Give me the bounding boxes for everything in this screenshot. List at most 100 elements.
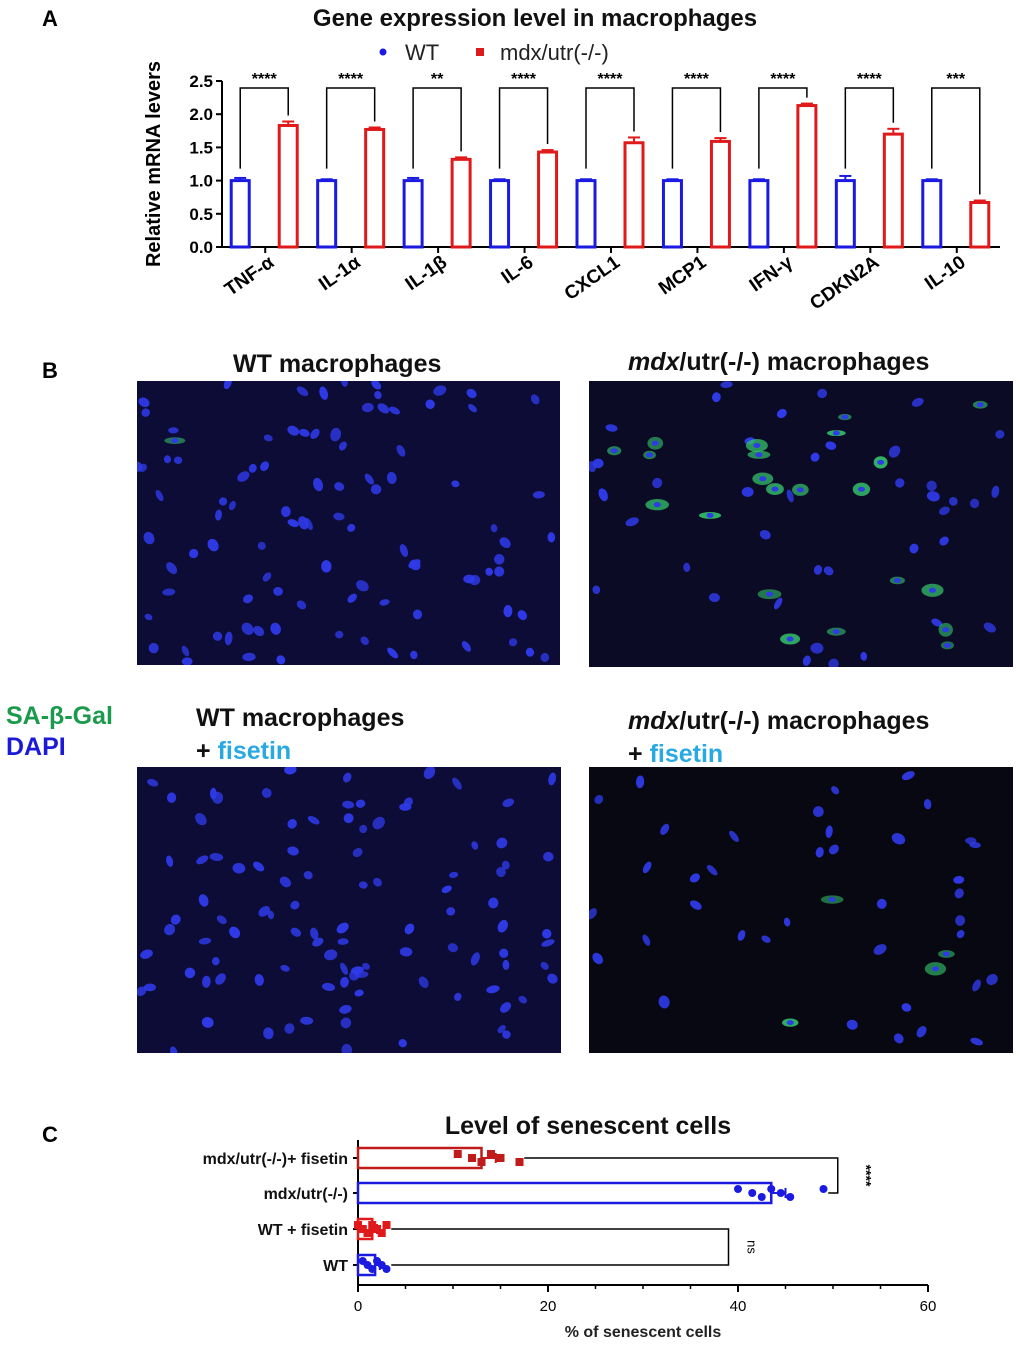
micrograph-mdx-fisetin — [589, 767, 1013, 1053]
nucleus — [923, 798, 932, 810]
nucleus — [741, 487, 754, 497]
nucleus — [983, 622, 996, 633]
nucleus — [410, 650, 418, 660]
significance-bracket — [844, 87, 895, 169]
nucleus — [209, 853, 224, 862]
nucleus — [497, 919, 508, 933]
significance-label: **** — [511, 71, 537, 88]
micrograph-background — [589, 381, 1013, 667]
data-point — [377, 1229, 386, 1237]
nucleus — [888, 445, 901, 458]
x-tick-label: MCP1 — [655, 252, 711, 300]
nucleus — [307, 815, 320, 825]
nucleus — [846, 1019, 858, 1030]
nucleus — [928, 587, 936, 593]
nucleus — [454, 992, 462, 1001]
nucleus — [287, 846, 299, 856]
nucleus — [660, 823, 670, 835]
nucleus — [374, 390, 382, 400]
nucleus — [218, 497, 228, 506]
nucleus — [163, 455, 172, 464]
nucleus — [911, 397, 924, 407]
panel-letter-c: C — [42, 1122, 58, 1147]
nucleus — [148, 642, 159, 654]
nucleus — [598, 488, 608, 502]
nucleus — [299, 428, 310, 437]
nucleus — [496, 866, 506, 878]
nucleus — [372, 816, 385, 830]
nucleus — [548, 772, 557, 786]
nucleus — [347, 523, 356, 532]
bar-wt — [834, 179, 856, 249]
nucleus — [362, 962, 370, 970]
micrograph-wt — [137, 381, 560, 665]
nucleus — [841, 414, 849, 420]
nucleus — [949, 496, 958, 506]
significance-bracket — [758, 87, 808, 169]
nucleus — [212, 631, 223, 641]
nucleus — [470, 952, 480, 966]
nucleus — [658, 995, 670, 1009]
nucleus — [995, 430, 1005, 439]
data-point — [453, 1150, 462, 1158]
nucleus — [901, 1003, 912, 1012]
nucleus — [449, 871, 459, 879]
nucleus — [343, 813, 354, 824]
micrograph-svg — [589, 767, 1013, 1053]
nucleus — [468, 403, 478, 413]
nucleus — [817, 388, 828, 399]
nucleus — [860, 651, 868, 661]
nucleus — [759, 476, 767, 482]
bar — [356, 1181, 773, 1205]
nucleus — [334, 482, 345, 491]
bar-mdx — [450, 157, 472, 249]
nucleus — [155, 489, 164, 502]
nucleus — [815, 847, 824, 858]
nucleus — [263, 1027, 274, 1040]
nucleus — [976, 402, 984, 408]
plus-sign: + — [196, 737, 211, 765]
nucleus — [494, 554, 505, 565]
mdx-fisetin-title: mdx/utr(-/-) macrophages — [628, 707, 929, 736]
nucleus — [720, 381, 733, 388]
nucleus — [625, 517, 639, 527]
y-category-label: WT + fisetin — [258, 1222, 348, 1239]
nucleus — [729, 830, 739, 842]
data-point — [468, 1154, 476, 1162]
nucleus — [499, 948, 509, 958]
nucleus — [207, 538, 219, 552]
nucleus — [224, 631, 233, 646]
nucleus — [413, 609, 423, 620]
nucleus — [211, 957, 220, 966]
nucleus — [517, 610, 528, 621]
nucleus — [542, 929, 552, 939]
nucleus — [771, 486, 779, 492]
nucleus — [502, 959, 510, 970]
nucleus — [786, 1020, 794, 1026]
nucleus — [298, 516, 309, 530]
nucleus — [379, 599, 390, 606]
nucleus — [540, 961, 549, 970]
nucleus — [254, 974, 264, 986]
nucleus — [812, 806, 824, 818]
nucleus — [926, 480, 937, 492]
nucleus — [377, 403, 390, 414]
nucleus — [954, 888, 964, 899]
nucleus — [642, 934, 651, 946]
nucleus — [290, 927, 301, 937]
y-tick-label: 2.5 — [189, 72, 213, 91]
nucleus — [287, 425, 300, 436]
data-point — [515, 1158, 524, 1166]
nucleus — [173, 456, 183, 464]
nucleus — [162, 588, 176, 596]
nucleus — [953, 875, 965, 884]
nucleus — [253, 625, 265, 637]
nucleus — [303, 871, 313, 880]
nucleus — [201, 1017, 214, 1028]
nucleus — [241, 622, 254, 635]
nucleus — [350, 966, 364, 975]
nucleus — [485, 567, 493, 576]
significance-bracket — [239, 87, 289, 169]
nucleus — [939, 506, 950, 516]
